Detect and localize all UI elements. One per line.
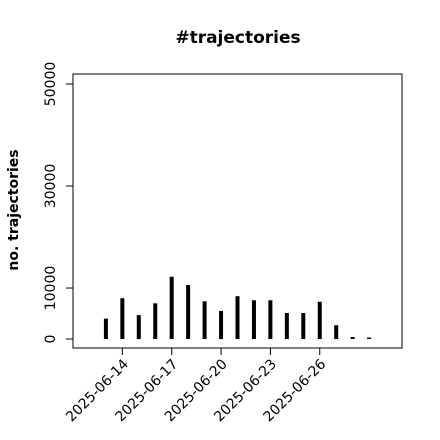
y-tick-label: 50000 (43, 62, 59, 107)
y-tick-label: 10000 (43, 266, 59, 311)
y-tick-label: 0 (43, 335, 59, 344)
y-tick-label: 30000 (43, 164, 59, 209)
y-axis-label: no. trajectories (6, 149, 22, 270)
chart-title: #trajectories (175, 28, 300, 48)
plot-frame (72, 73, 403, 349)
